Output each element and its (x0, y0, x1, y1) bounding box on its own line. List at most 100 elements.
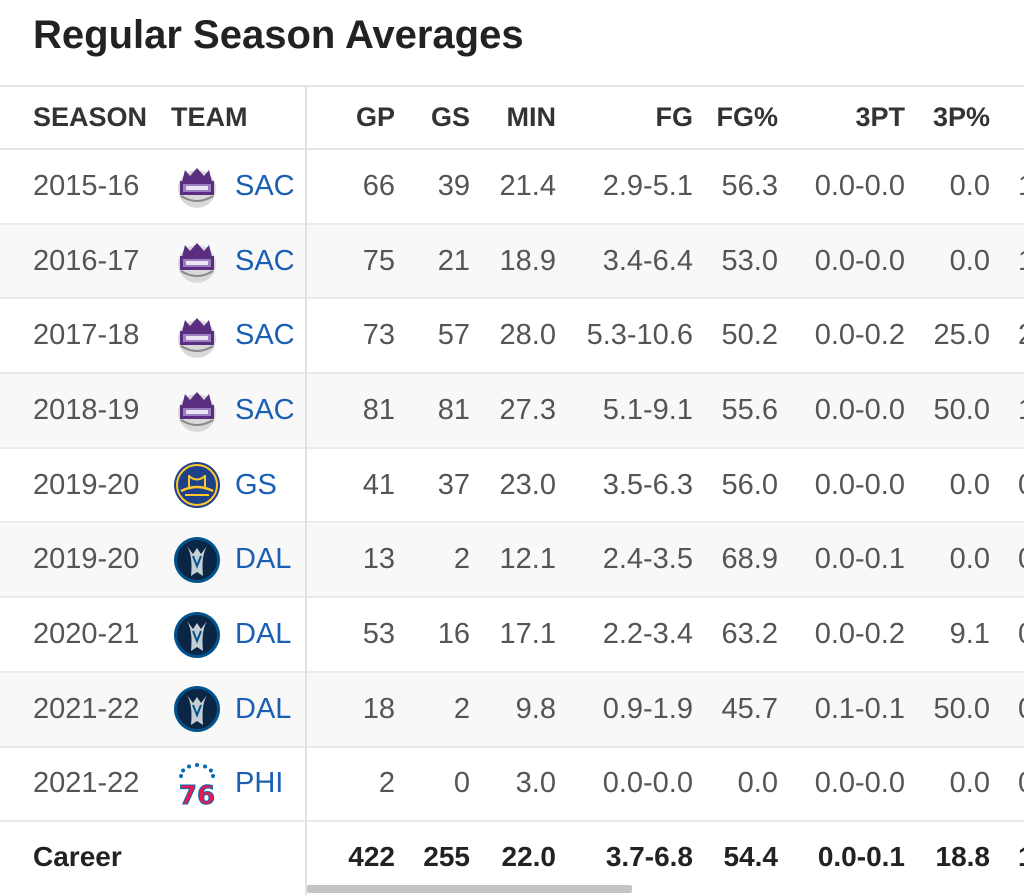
header-fg-pct[interactable]: FG% (716, 102, 778, 132)
3p-pct-cell: 9.1 (949, 618, 990, 651)
header-gp[interactable]: GP (355, 102, 395, 132)
frozen-column-divider (305, 87, 307, 895)
min-cell: 27.3 (499, 393, 556, 426)
team-link[interactable]: DAL (235, 692, 292, 725)
3p-pct-cell: 50.0 (933, 692, 990, 725)
3pt-cell: 0.0-0.2 (814, 618, 905, 651)
header-gs[interactable]: GS (430, 102, 470, 132)
season-cell: 2021-22 (33, 692, 140, 725)
fg-pct-cell: 56.0 (721, 468, 778, 501)
3p-pct-cell: 0.0 (949, 244, 990, 277)
3pt-cell: 0.0-0.0 (814, 767, 905, 800)
team-link[interactable]: PHI (235, 767, 284, 800)
next-column-partial-cell: 1 (1018, 225, 1024, 298)
team-link[interactable]: SAC (235, 393, 295, 426)
min-cell: 12.1 (499, 543, 556, 576)
next-column-partial-cell: 0 (1018, 748, 1024, 821)
kings-logo (173, 162, 221, 210)
min-cell: 3.0 (515, 767, 556, 800)
3pt-cell: 0.0-0.0 (814, 393, 905, 426)
fg-cell: 3.5-6.3 (602, 468, 693, 501)
table-row: 2018-19 SAC 81 81 27.3 5.1-9.1 55.6 0.0-0.0 50.0… (0, 374, 1024, 449)
kings-logo (173, 386, 221, 434)
gs-cell: 57 (437, 319, 470, 352)
3pt-cell: 0.1-0.1 (814, 692, 905, 725)
header-3p-pct[interactable]: 3P% (932, 102, 990, 132)
fg-pct-cell: 45.7 (721, 692, 778, 725)
career-row: Career 422 255 22.0 3.7-6.8 54.4 0.0-0.1 18.8 1 (0, 822, 1024, 892)
gp-cell: 81 (362, 393, 395, 426)
career-gp-cell: 422 (348, 841, 395, 873)
career-3p-pct-cell: 18.8 (935, 841, 991, 873)
min-cell: 21.4 (499, 169, 556, 202)
table-row: 2016-17 SAC 75 21 18.9 3.4-6.4 53.0 0.0-0.0 0.0 1 (0, 224, 1024, 300)
gs-cell: 16 (437, 618, 470, 651)
3pt-cell: 0.0-0.0 (814, 169, 905, 202)
team-link[interactable]: SAC (235, 169, 295, 202)
fg-pct-cell: 50.2 (721, 319, 778, 352)
title-divider (0, 85, 1024, 87)
season-cell: 2017-18 (33, 319, 140, 352)
gs-cell: 81 (437, 393, 470, 426)
fg-cell: 0.0-0.0 (602, 767, 693, 800)
min-cell: 28.0 (499, 319, 556, 352)
season-cell: 2020-21 (33, 618, 140, 651)
table-row: 2021-22 76 PHI 2 0 3.0 0.0-0.0 0.0 0.0-0.0 0.0 0 (0, 748, 1024, 823)
fg-pct-cell: 63.2 (721, 618, 778, 651)
next-column-partial-cell: 0 (1018, 673, 1024, 746)
header-fg[interactable]: FG (655, 102, 694, 132)
gs-cell: 21 (437, 244, 470, 277)
3pt-cell: 0.0-0.2 (814, 319, 905, 352)
next-column-partial-cell: 2 (1018, 299, 1024, 372)
career-next-column-partial-cell: 1 (1018, 822, 1024, 892)
career-3pt-cell: 0.0-0.1 (817, 841, 905, 873)
fg-pct-cell: 55.6 (721, 393, 778, 426)
table-header: SEASON TEAM GP GS MIN FG FG% 3PT 3P% (0, 87, 1024, 150)
fg-cell: 2.9-5.1 (602, 169, 693, 202)
gs-cell: 2 (453, 543, 470, 576)
career-gs-cell: 255 (423, 841, 470, 873)
gs-cell: 0 (453, 767, 470, 800)
season-cell: 2015-16 (33, 169, 140, 202)
header-3pt[interactable]: 3PT (855, 102, 905, 132)
header-team[interactable]: TEAM (171, 102, 248, 132)
table-row: 2019-20 DAL 13 2 12.1 2.4-3.5 68.9 0.0-0.1 0.0 0 (0, 523, 1024, 599)
gs-cell: 39 (437, 169, 470, 202)
career-label: Career (33, 841, 122, 873)
header-season[interactable]: SEASON (33, 102, 148, 132)
mavericks-logo (173, 685, 221, 733)
team-link[interactable]: SAC (235, 244, 295, 277)
fg-pct-cell: 0.0 (737, 767, 778, 800)
team-link[interactable]: DAL (235, 543, 292, 576)
min-cell: 18.9 (499, 244, 556, 277)
mavericks-logo (173, 611, 221, 659)
next-column-partial-cell: 0 (1018, 524, 1024, 597)
header-min[interactable]: MIN (506, 102, 557, 132)
table-row: 2015-16 SAC 66 39 21.4 2.9-5.1 56.3 0.0-0.0 0.0 1 (0, 150, 1024, 225)
table-row: 2019-20 GS 41 37 23.0 3.5-6.3 56.0 0.0-0.0 0.0 0 (0, 449, 1024, 524)
3p-pct-cell: 0.0 (949, 767, 990, 800)
3p-pct-cell: 0.0 (949, 169, 990, 202)
3p-pct-cell: 25.0 (933, 319, 990, 352)
gp-cell: 18 (362, 692, 395, 725)
horizontal-scrollbar[interactable] (307, 885, 632, 893)
fg-cell: 2.2-3.4 (602, 618, 693, 651)
season-cell: 2019-20 (33, 543, 140, 576)
kings-logo (173, 237, 221, 285)
gs-cell: 2 (453, 692, 470, 725)
next-column-partial-cell: 1 (1018, 150, 1024, 223)
team-link[interactable]: GS (235, 468, 277, 501)
min-cell: 23.0 (499, 468, 556, 501)
next-column-partial-cell: 0 (1018, 598, 1024, 671)
season-cell: 2019-20 (33, 468, 140, 501)
team-link[interactable]: DAL (235, 618, 292, 651)
career-min-cell: 22.0 (501, 841, 557, 873)
gp-cell: 2 (378, 767, 395, 800)
team-link[interactable]: SAC (235, 319, 295, 352)
fg-cell: 0.9-1.9 (602, 692, 693, 725)
career-fg-cell: 3.7-6.8 (605, 841, 693, 873)
table-row: 2020-21 DAL 53 16 17.1 2.2-3.4 63.2 0.0-0.2 9.1 0 (0, 598, 1024, 673)
gp-cell: 41 (362, 468, 395, 501)
min-cell: 9.8 (515, 692, 556, 725)
gp-cell: 66 (362, 169, 395, 202)
